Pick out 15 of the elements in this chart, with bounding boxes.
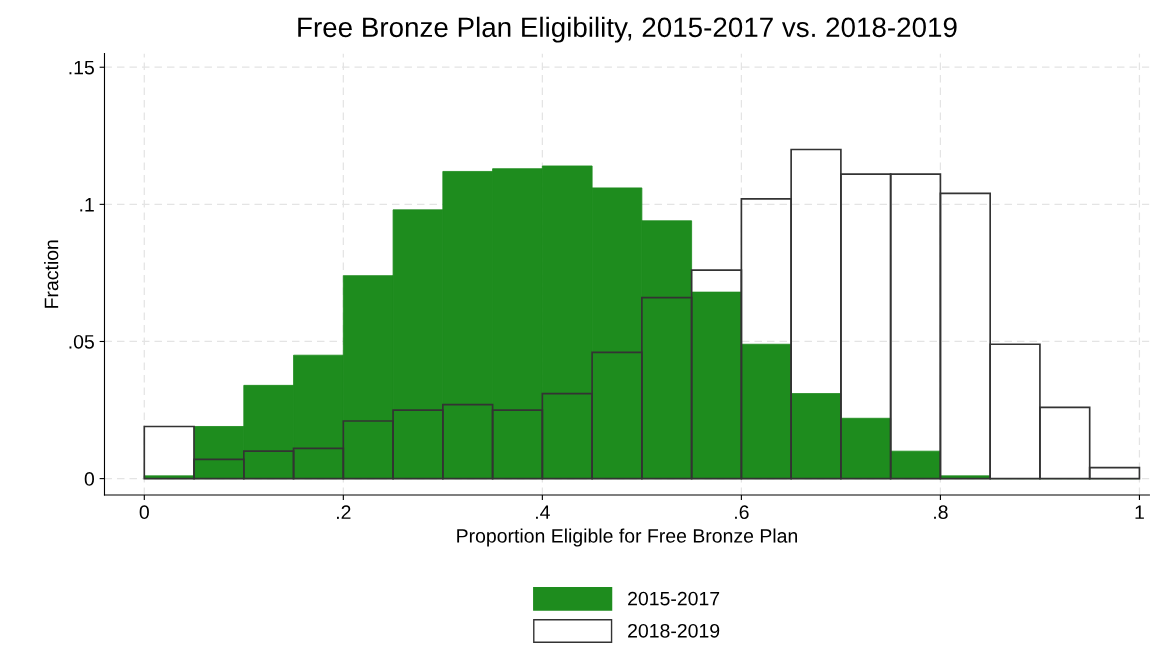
x-tick-label: .8: [934, 505, 948, 520]
chart-title: Free Bronze Plan Eligibility, 2015-2017 vs. 2018-2019: [298, 16, 957, 43]
x-tick-label: .6: [735, 505, 749, 520]
y-tick-label: .15: [69, 60, 94, 75]
y-tick-label: .1: [80, 198, 94, 212]
x-axis-title: Proportion Eligible for Free Bronze Plan: [457, 528, 797, 547]
y-tick-label: .05: [69, 334, 94, 349]
legend-label: 2015-2017: [628, 591, 720, 606]
y-axis-title: Fraction: [44, 240, 59, 308]
x-tick-label: .4: [536, 505, 550, 519]
x-tick-label: .2: [336, 505, 351, 519]
y-tick-label: 0: [84, 472, 95, 486]
x-tick-label: 0: [139, 505, 149, 520]
legend-label: 2018-2019: [628, 623, 720, 638]
x-tick-label: 1: [1135, 505, 1144, 519]
